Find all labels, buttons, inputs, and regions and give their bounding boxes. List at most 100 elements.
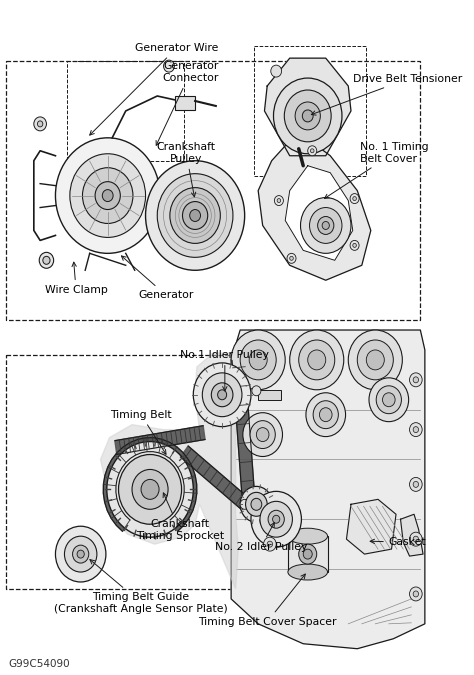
Circle shape [193, 363, 251, 427]
Circle shape [251, 498, 262, 510]
Circle shape [319, 408, 332, 422]
Circle shape [290, 256, 293, 261]
Circle shape [273, 78, 342, 154]
Text: Generator Wire: Generator Wire [90, 43, 218, 135]
Polygon shape [264, 58, 351, 156]
Text: Timing Belt Guide
(Crankshaft Angle Sensor Plate): Timing Belt Guide (Crankshaft Angle Sens… [54, 560, 228, 614]
Circle shape [308, 350, 326, 370]
Circle shape [410, 477, 422, 491]
Circle shape [218, 389, 227, 400]
Circle shape [182, 202, 208, 230]
Circle shape [413, 481, 419, 487]
Circle shape [95, 182, 120, 209]
Text: G99C54090: G99C54090 [9, 659, 70, 669]
Circle shape [132, 469, 168, 510]
Circle shape [260, 502, 292, 537]
Circle shape [369, 378, 409, 422]
Circle shape [55, 526, 106, 582]
Text: No.1 Idler Pulley: No.1 Idler Pulley [181, 350, 269, 391]
Text: No. 2 Idler Pulley: No. 2 Idler Pulley [215, 522, 307, 552]
Bar [67, 61, 184, 161]
Circle shape [287, 253, 296, 263]
Circle shape [82, 167, 133, 223]
Text: Timing Belt Cover Spacer: Timing Belt Cover Spacer [198, 574, 337, 627]
Circle shape [366, 350, 384, 370]
Circle shape [295, 102, 320, 130]
Circle shape [410, 532, 422, 546]
Polygon shape [115, 426, 205, 454]
Circle shape [350, 240, 359, 250]
Ellipse shape [288, 564, 328, 580]
Circle shape [273, 515, 280, 523]
Circle shape [249, 350, 267, 370]
Circle shape [284, 90, 331, 142]
Circle shape [252, 386, 261, 396]
Polygon shape [100, 353, 238, 589]
Circle shape [306, 393, 346, 437]
Circle shape [34, 117, 46, 131]
Circle shape [264, 537, 276, 551]
Circle shape [357, 340, 393, 380]
Circle shape [146, 161, 245, 270]
Circle shape [157, 173, 233, 257]
Text: Drive Belt Tensioner: Drive Belt Tensioner [311, 74, 462, 115]
Text: Gasket: Gasket [370, 537, 427, 547]
Circle shape [353, 196, 356, 200]
Circle shape [164, 60, 174, 72]
Circle shape [410, 423, 422, 437]
Circle shape [353, 244, 356, 247]
Circle shape [190, 209, 201, 221]
Bar [254, 46, 366, 176]
Circle shape [310, 207, 342, 244]
Text: Timing Belt: Timing Belt [110, 410, 172, 454]
Circle shape [310, 148, 314, 153]
Circle shape [39, 252, 54, 268]
Circle shape [240, 487, 273, 522]
Circle shape [302, 110, 313, 122]
Circle shape [413, 591, 419, 597]
Circle shape [274, 196, 283, 206]
Circle shape [318, 217, 334, 234]
Circle shape [301, 198, 351, 253]
Ellipse shape [288, 529, 328, 544]
Circle shape [243, 412, 283, 456]
Circle shape [299, 544, 317, 564]
Circle shape [250, 421, 275, 449]
Circle shape [43, 256, 50, 265]
Circle shape [383, 393, 395, 407]
Polygon shape [181, 446, 253, 513]
Text: Wire Clamp: Wire Clamp [45, 262, 108, 295]
Bar [6, 355, 267, 589]
Circle shape [413, 427, 419, 433]
Text: Crankshaft
Pulley: Crankshaft Pulley [156, 142, 216, 197]
Polygon shape [103, 438, 197, 531]
Circle shape [231, 330, 285, 389]
Bar [288, 536, 328, 572]
Circle shape [290, 330, 344, 389]
Text: Crankshaft
Timing Sprocket: Crankshaft Timing Sprocket [136, 493, 224, 541]
Circle shape [348, 330, 402, 389]
Circle shape [107, 441, 193, 537]
Polygon shape [231, 330, 425, 649]
Circle shape [77, 550, 84, 558]
Polygon shape [285, 165, 353, 261]
Circle shape [376, 386, 401, 414]
Circle shape [277, 198, 281, 202]
Circle shape [410, 587, 422, 601]
Circle shape [413, 536, 419, 542]
Bar [6, 61, 420, 320]
Circle shape [37, 121, 43, 127]
Circle shape [256, 428, 269, 441]
Polygon shape [258, 139, 371, 280]
Circle shape [303, 549, 312, 559]
Polygon shape [346, 500, 396, 554]
Circle shape [413, 377, 419, 383]
Circle shape [118, 454, 182, 524]
Circle shape [410, 373, 422, 387]
Circle shape [299, 340, 335, 380]
Bar [175, 96, 195, 110]
Circle shape [102, 190, 113, 202]
Circle shape [251, 491, 301, 547]
Circle shape [73, 545, 89, 563]
Circle shape [240, 340, 276, 380]
